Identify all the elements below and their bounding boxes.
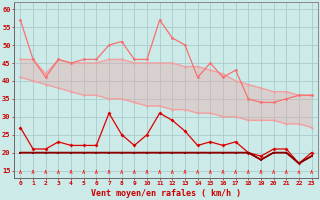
X-axis label: Vent moyen/en rafales ( km/h ): Vent moyen/en rafales ( km/h ) — [91, 189, 241, 198]
